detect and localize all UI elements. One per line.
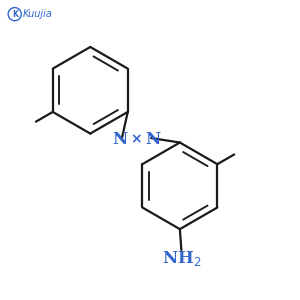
Text: ×: ×: [131, 133, 142, 146]
Text: N: N: [146, 131, 160, 148]
Text: NH$_2$: NH$_2$: [162, 250, 201, 268]
Text: N: N: [112, 131, 128, 148]
Text: Kuujia: Kuujia: [23, 9, 53, 19]
Text: K: K: [12, 10, 18, 19]
